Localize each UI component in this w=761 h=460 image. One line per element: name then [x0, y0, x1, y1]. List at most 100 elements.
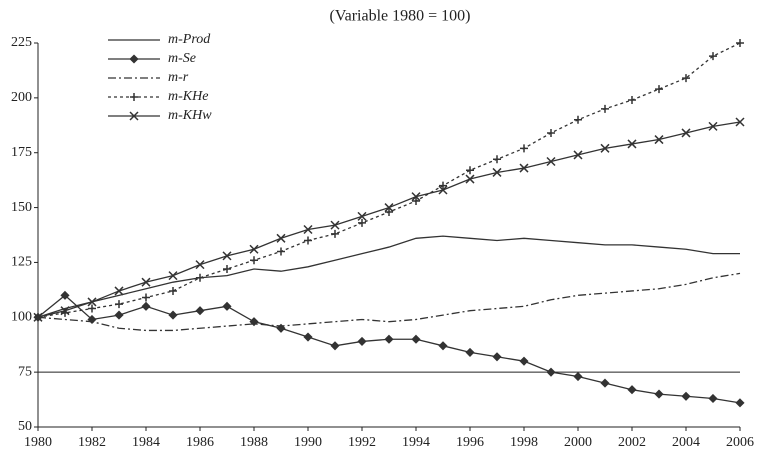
- marker: [682, 74, 690, 83]
- marker: [574, 115, 582, 124]
- marker: [129, 54, 139, 64]
- x-tick-label: 1994: [402, 435, 430, 450]
- marker: [708, 121, 718, 131]
- x-tick-label: 1986: [186, 435, 214, 450]
- marker: [412, 196, 420, 205]
- marker: [277, 247, 285, 256]
- marker: [129, 111, 139, 121]
- marker: [735, 117, 745, 127]
- marker: [304, 236, 312, 245]
- series-line: [37, 294, 741, 404]
- marker: [709, 52, 717, 61]
- legend-label: m-Se: [168, 51, 196, 66]
- marker: [601, 104, 609, 113]
- marker: [330, 341, 340, 351]
- marker: [130, 93, 138, 101]
- y-tick-label: 175: [11, 145, 32, 160]
- marker: [384, 203, 394, 213]
- marker: [466, 166, 474, 175]
- marker: [357, 336, 367, 346]
- marker: [87, 297, 97, 307]
- marker: [195, 306, 205, 316]
- marker: [654, 135, 664, 145]
- x-tick-label: 2000: [564, 435, 592, 450]
- marker: [600, 378, 610, 388]
- marker: [492, 167, 502, 177]
- marker: [438, 341, 448, 351]
- marker: [736, 39, 744, 47]
- marker: [33, 312, 43, 322]
- legend-label: m-Prod: [168, 32, 211, 47]
- marker: [654, 389, 664, 399]
- marker: [249, 244, 259, 254]
- marker: [141, 301, 151, 311]
- x-tick-label: 1992: [348, 435, 376, 450]
- marker: [60, 290, 70, 300]
- marker: [411, 334, 421, 344]
- marker: [169, 286, 177, 295]
- marker: [222, 251, 232, 261]
- marker: [519, 356, 529, 366]
- marker: [115, 300, 123, 309]
- marker: [439, 181, 447, 190]
- marker: [276, 323, 286, 333]
- marker: [331, 229, 339, 238]
- marker: [196, 273, 204, 282]
- marker: [520, 144, 528, 153]
- series-line: [37, 272, 741, 332]
- marker: [60, 306, 70, 316]
- marker: [168, 271, 178, 281]
- y-tick-label: 200: [11, 90, 32, 105]
- legend-label: m-r: [168, 70, 189, 85]
- x-tick-label: 1990: [294, 435, 322, 450]
- marker: [655, 85, 663, 94]
- marker: [681, 391, 691, 401]
- x-tick-label: 2006: [726, 435, 754, 450]
- marker: [600, 143, 610, 153]
- x-tick-label: 2002: [618, 435, 646, 450]
- marker: [627, 139, 637, 149]
- marker: [222, 301, 232, 311]
- marker: [385, 207, 393, 216]
- marker: [411, 192, 421, 202]
- marker: [358, 218, 366, 227]
- chart-title: (Variable 1980 = 100): [330, 8, 471, 25]
- marker: [168, 310, 178, 320]
- marker: [493, 155, 501, 164]
- marker: [303, 224, 313, 235]
- marker: [114, 286, 124, 296]
- y-tick-label: 125: [11, 255, 32, 270]
- legend-label: m-KHe: [168, 89, 208, 104]
- x-tick-label: 1984: [132, 435, 160, 450]
- marker: [519, 163, 529, 173]
- series-line: [37, 42, 741, 318]
- marker: [357, 211, 367, 221]
- marker: [546, 367, 556, 377]
- y-tick-label: 50: [18, 419, 32, 434]
- marker: [465, 174, 475, 184]
- series-line: [37, 235, 740, 318]
- marker: [384, 334, 394, 344]
- y-tick-label: 150: [11, 200, 32, 215]
- y-tick-label: 75: [18, 364, 32, 379]
- marker: [250, 256, 258, 265]
- marker: [547, 128, 555, 137]
- marker: [330, 220, 340, 230]
- x-tick-label: 1982: [78, 435, 106, 450]
- marker: [573, 150, 583, 160]
- y-tick-label: 100: [11, 310, 32, 325]
- marker: [627, 385, 637, 395]
- x-tick-label: 1998: [510, 435, 538, 450]
- marker: [492, 352, 502, 362]
- marker: [303, 332, 313, 342]
- marker: [628, 96, 636, 105]
- x-tick-label: 2004: [672, 435, 700, 450]
- y-tick-label: 225: [11, 35, 32, 50]
- marker: [735, 398, 745, 408]
- marker: [276, 233, 286, 243]
- marker: [708, 393, 718, 404]
- marker: [573, 371, 583, 382]
- marker: [114, 310, 124, 320]
